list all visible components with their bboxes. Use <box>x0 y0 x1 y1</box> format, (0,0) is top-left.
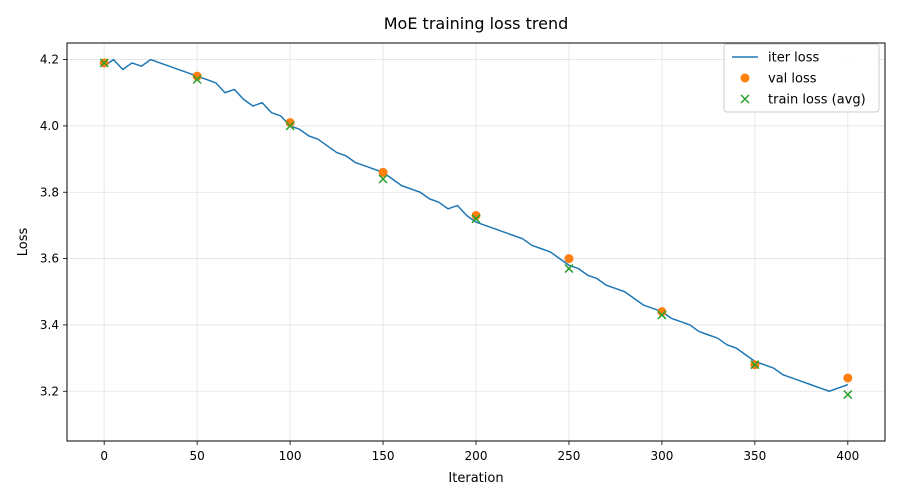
x-tick-label: 50 <box>189 449 204 463</box>
plot-area <box>99 58 853 400</box>
y-axis-label: Loss <box>16 228 31 257</box>
legend-label: train loss (avg) <box>768 93 866 108</box>
x-tick-label: 400 <box>836 449 859 463</box>
val-loss-point <box>285 118 295 128</box>
legend-circle-swatch <box>740 73 750 83</box>
train-loss-avg-point <box>471 214 481 224</box>
train-loss-avg-point <box>657 310 667 320</box>
val-loss-point <box>564 254 574 264</box>
y-axis-ticks: 3.2 3.4 3.6 3.8 4.0 4.2 <box>40 53 67 398</box>
legend-entry: iter loss <box>732 51 820 66</box>
chart-title: MoE training loss trend <box>384 14 569 33</box>
legend: iter loss val loss train loss (avg) <box>723 43 880 113</box>
x-axis-ticks: 0 50 100 150 200 250 300 350 400 <box>100 441 859 463</box>
val-loss-point <box>192 71 202 81</box>
y-tick-label: 3.4 <box>40 318 59 332</box>
y-tick-label: 3.8 <box>40 185 59 199</box>
x-tick-label: 0 <box>100 449 108 463</box>
val-loss-point <box>378 167 388 177</box>
x-tick-label: 350 <box>743 449 766 463</box>
x-tick-label: 150 <box>372 449 395 463</box>
legend-entry: train loss (avg) <box>740 93 866 108</box>
val-loss-point <box>471 210 481 220</box>
x-tick-label: 100 <box>279 449 302 463</box>
y-tick-label: 4.0 <box>40 119 59 133</box>
series-line-iter-loss <box>103 58 849 392</box>
legend-label: val loss <box>768 72 817 87</box>
train-loss-avg-point <box>750 360 760 370</box>
train-loss-avg-point <box>192 74 202 85</box>
y-tick-label: 3.6 <box>40 252 59 266</box>
y-tick-label: 4.2 <box>40 53 59 67</box>
train-loss-avg-point <box>564 264 574 274</box>
y-tick-label: 3.2 <box>40 384 59 398</box>
train-loss-avg-point <box>843 390 853 400</box>
train-loss-avg-point <box>378 174 388 184</box>
train-loss-avg-point <box>285 121 295 131</box>
x-tick-label: 250 <box>558 449 581 463</box>
x-tick-label: 200 <box>465 449 488 463</box>
val-loss-point <box>843 373 853 383</box>
val-loss-point <box>657 307 667 317</box>
x-tick-label: 300 <box>650 449 673 463</box>
legend-box <box>723 43 880 113</box>
legend-entry: val loss <box>740 72 817 87</box>
x-axis-label: Iteration <box>448 471 503 486</box>
train-loss-avg-point <box>99 58 109 68</box>
legend-label: iter loss <box>768 51 820 66</box>
